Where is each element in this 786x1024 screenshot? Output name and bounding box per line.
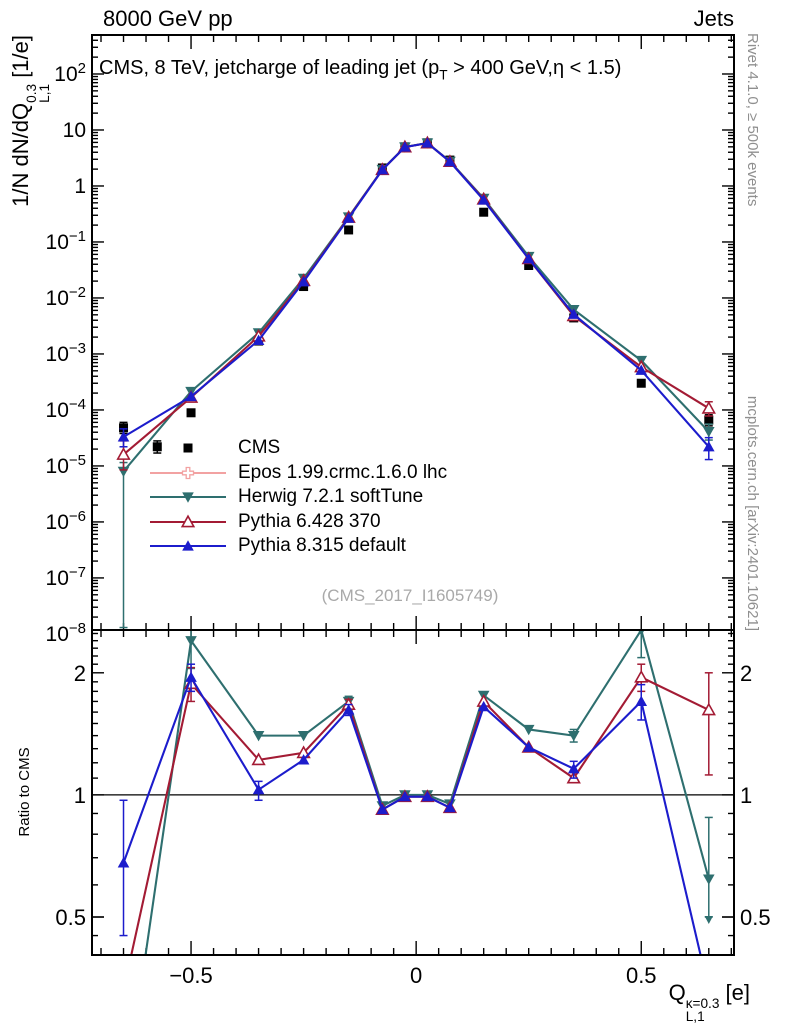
svg-text:10−8: 10−8 — [46, 620, 86, 646]
ratio-y-axis-title: Ratio to CMS — [16, 747, 33, 837]
svg-text:0.5: 0.5 — [740, 905, 771, 930]
analysis-id-watermark: (CMS_2017_I1605749) — [321, 586, 499, 605]
herwig-marker-icon — [150, 492, 226, 504]
x-axis-title-pre: Q — [668, 980, 686, 1005]
legend-row-epos: Epos 1.99.crmc.1.6.0 lhc — [148, 461, 447, 486]
svg-text:10−6: 10−6 — [46, 508, 86, 534]
svg-text:0.5: 0.5 — [55, 905, 86, 930]
plot-title-pre: CMS, 8 TeV, jetcharge of leading jet (p — [99, 57, 440, 79]
svg-text:1: 1 — [74, 783, 86, 808]
y-axis-title-pre: 1/N dN/dQ — [8, 102, 33, 207]
x-axis-title-sup: κ=0.3 — [685, 995, 720, 1011]
epos-marker-icon — [150, 466, 226, 479]
legend-label-cms: CMS — [238, 437, 281, 459]
header-beam-energy: 8000 GeV pp — [103, 6, 233, 31]
plot-title: CMS, 8 TeV, jetcharge of leading jet (pT… — [99, 57, 621, 82]
y-axis-title: 1/N dN/dQ 0.3 L,1 [1/e] — [8, 35, 52, 642]
pythia6-marker-icon — [150, 514, 226, 528]
x-axis-title-stack: κ=0.3 L,1 — [685, 995, 720, 1024]
y-axis-title-sub: L,1 — [37, 83, 53, 103]
pythia8-marker-icon — [150, 540, 226, 551]
x-axis-title-post: [e] — [719, 980, 750, 1005]
side-credits: Rivet 4.1.0, ≥ 500k events mcplots.cern.… — [744, 33, 761, 631]
series-pythia8-main — [117, 137, 715, 461]
mcplots-credit: mcplots.cern.ch [arXiv:2401.10621] — [744, 395, 761, 631]
svg-text:0.5: 0.5 — [626, 963, 657, 988]
svg-text:−0.5: −0.5 — [169, 963, 212, 988]
legend-row-pythia6: Pythia 6.428 370 — [148, 510, 447, 535]
svg-text:2: 2 — [740, 661, 752, 686]
legend-label-pythia8: Pythia 8.315 default — [238, 535, 406, 557]
plot-title-post: > 400 GeV,η < 1.5) — [447, 57, 622, 79]
svg-text:0: 0 — [410, 963, 422, 988]
svg-text:10−7: 10−7 — [46, 564, 86, 590]
y-axis-title-post: [1/e] — [8, 35, 33, 84]
ratio-panel-frame — [91, 629, 735, 956]
svg-text:10−5: 10−5 — [46, 452, 86, 478]
legend-label-epos: Epos 1.99.crmc.1.6.0 lhc — [238, 461, 448, 483]
series-pythia6-main — [116, 135, 716, 471]
header-analysis-group: Jets — [693, 6, 734, 31]
rivet-version-note: Rivet 4.1.0, ≥ 500k events — [744, 33, 761, 207]
series-pythia8-ratio — [117, 663, 702, 954]
svg-text:10−4: 10−4 — [46, 396, 86, 422]
legend-row-cms: CMS — [148, 436, 447, 461]
svg-text:10−2: 10−2 — [46, 284, 86, 310]
svg-text:1: 1 — [74, 175, 86, 198]
svg-text:10: 10 — [63, 119, 86, 142]
svg-text:10−3: 10−3 — [46, 340, 86, 366]
series-cms-main — [119, 138, 714, 454]
svg-text:2: 2 — [74, 661, 86, 686]
svg-text:1: 1 — [740, 783, 752, 808]
x-axis-title-sub: L,1 — [685, 1009, 705, 1024]
legend-label-pythia6: Pythia 6.428 370 — [238, 510, 381, 532]
svg-text:102: 102 — [54, 60, 86, 86]
legend-row-pythia8: Pythia 8.315 default — [148, 534, 447, 559]
plot-title-sub: T — [439, 67, 448, 83]
legend-row-herwig: Herwig 7.2.1 softTune — [148, 485, 447, 510]
y-axis-title-stack: 0.3 L,1 — [23, 83, 53, 103]
y-axis-title-sup: 0.3 — [23, 83, 39, 103]
cms-marker-icon — [183, 443, 193, 453]
legend: CMS Epos 1.99.crmc.1.6.0 lhc Herwig 7.2.… — [148, 436, 447, 559]
svg-text:10−1: 10−1 — [46, 228, 86, 254]
legend-label-herwig: Herwig 7.2.1 softTune — [238, 486, 424, 508]
